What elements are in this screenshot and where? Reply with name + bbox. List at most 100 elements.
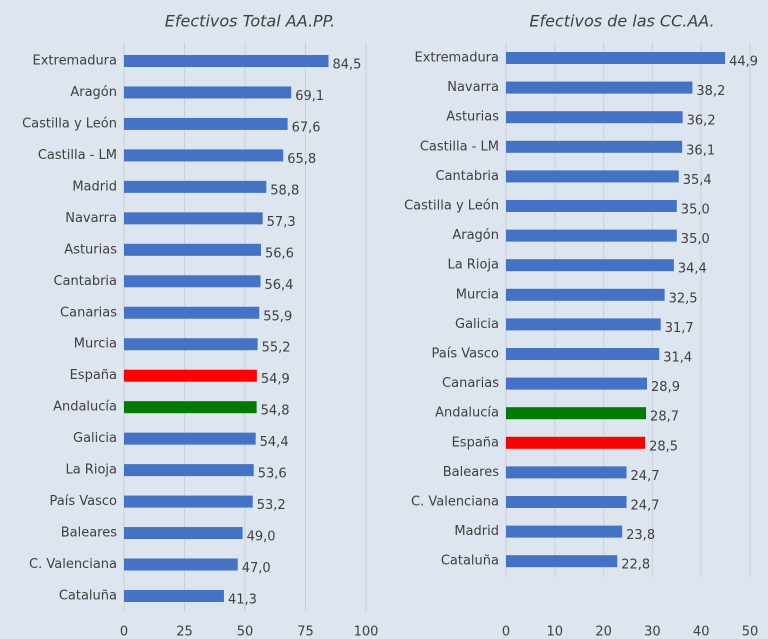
y-tick-label: Aragón	[70, 85, 117, 100]
x-tick-label: 10	[547, 625, 564, 639]
value-label: 31,4	[663, 351, 692, 366]
bar	[506, 407, 647, 420]
value-label: 54,4	[260, 435, 289, 450]
value-label: 56,6	[265, 246, 294, 261]
value-label: 54,9	[261, 372, 290, 387]
y-tick-label: C. Valenciana	[29, 557, 117, 572]
value-label: 53,2	[257, 498, 286, 513]
value-label: 41,3	[228, 592, 257, 607]
value-label: 28,9	[651, 380, 680, 395]
y-tick-label: Canarias	[442, 376, 499, 391]
x-tick-label: 0	[120, 625, 128, 639]
bar	[506, 140, 683, 153]
x-tick-label: 40	[693, 625, 710, 639]
x-tick-label: 30	[644, 625, 661, 639]
y-tick-label: Andalucía	[435, 406, 499, 421]
bar	[506, 170, 679, 183]
bar	[506, 52, 726, 64]
bar	[124, 86, 292, 99]
value-label: 84,5	[332, 58, 361, 73]
x-tick-label: 25	[176, 625, 193, 639]
y-tick-label: Murcia	[456, 287, 499, 302]
value-label: 38,2	[696, 84, 725, 99]
bar	[124, 180, 267, 193]
bar	[124, 401, 257, 414]
y-tick-label: Extremadura	[33, 54, 118, 69]
value-label: 49,0	[247, 530, 276, 545]
y-tick-label: Cantabria	[435, 169, 499, 184]
value-label: 22,8	[621, 558, 650, 573]
y-tick-label: La Rioja	[65, 463, 117, 478]
value-label: 53,6	[258, 467, 287, 482]
y-tick-label: Castilla - LM	[38, 148, 117, 163]
bar	[124, 338, 258, 351]
value-label: 28,7	[650, 410, 679, 425]
value-label: 69,1	[295, 89, 324, 104]
y-tick-label: C. Valenciana	[411, 495, 499, 510]
y-tick-label: Aragón	[452, 228, 499, 243]
bar	[124, 432, 256, 445]
y-tick-label: Castilla - LM	[420, 139, 499, 154]
y-tick-label: Galicia	[73, 431, 117, 446]
y-tick-label: Andalucía	[53, 400, 117, 415]
bar	[124, 495, 253, 508]
bar	[124, 306, 260, 319]
y-tick-label: Galicia	[455, 317, 499, 332]
bar	[124, 275, 261, 288]
bar	[124, 243, 261, 256]
bar	[506, 466, 627, 479]
x-tick-label: 100	[354, 625, 379, 639]
bar	[124, 589, 224, 602]
bar	[506, 348, 660, 360]
y-tick-label: España	[70, 368, 117, 383]
value-label: 35,0	[681, 203, 710, 218]
x-tick-label: 20	[595, 625, 612, 639]
y-tick-label: País Vasco	[50, 494, 118, 509]
y-tick-label: España	[452, 435, 499, 450]
value-label: 23,8	[626, 528, 655, 543]
value-label: 55,9	[263, 309, 292, 324]
y-tick-label: Cataluña	[59, 588, 117, 603]
bar	[124, 149, 284, 162]
value-label: 55,2	[262, 341, 291, 356]
bar	[124, 117, 288, 130]
bar	[506, 81, 693, 94]
y-tick-label: Castilla y León	[22, 116, 117, 131]
y-tick-label: País Vasco	[432, 347, 500, 362]
bar	[506, 436, 646, 449]
value-label: 67,6	[292, 120, 321, 135]
value-label: 36,1	[686, 143, 715, 158]
chart-title: Efectivos Total AA.PP.	[165, 12, 335, 31]
bar	[506, 200, 677, 212]
bar	[506, 555, 618, 568]
y-tick-label: Canarias	[60, 305, 117, 320]
y-tick-label: La Rioja	[447, 258, 499, 273]
y-tick-label: Navarra	[447, 80, 499, 95]
y-tick-label: Asturias	[64, 242, 117, 257]
y-tick-label: Madrid	[72, 179, 117, 194]
x-tick-label: 0	[502, 625, 510, 639]
value-label: 47,0	[242, 561, 271, 576]
x-tick-label: 75	[297, 625, 314, 639]
x-tick-label: 50	[237, 625, 254, 639]
bar	[506, 288, 665, 301]
bar	[124, 212, 263, 225]
bar	[124, 55, 329, 67]
value-label: 65,8	[287, 152, 316, 167]
bar	[124, 464, 254, 477]
value-label: 44,9	[729, 55, 758, 70]
value-label: 34,4	[678, 262, 707, 277]
y-tick-label: Baleares	[443, 465, 500, 480]
bar	[506, 229, 677, 242]
bar	[506, 259, 674, 272]
y-tick-label: Castilla y León	[404, 199, 499, 214]
value-label: 24,7	[631, 469, 660, 484]
value-label: 35,4	[683, 173, 712, 188]
value-label: 36,2	[687, 114, 716, 129]
y-tick-label: Navarra	[65, 211, 117, 226]
y-tick-label: Cataluña	[441, 554, 499, 569]
value-label: 56,4	[264, 278, 293, 293]
x-tick-label: 50	[742, 625, 759, 639]
y-tick-label: Asturias	[446, 110, 499, 125]
bar	[506, 525, 623, 538]
